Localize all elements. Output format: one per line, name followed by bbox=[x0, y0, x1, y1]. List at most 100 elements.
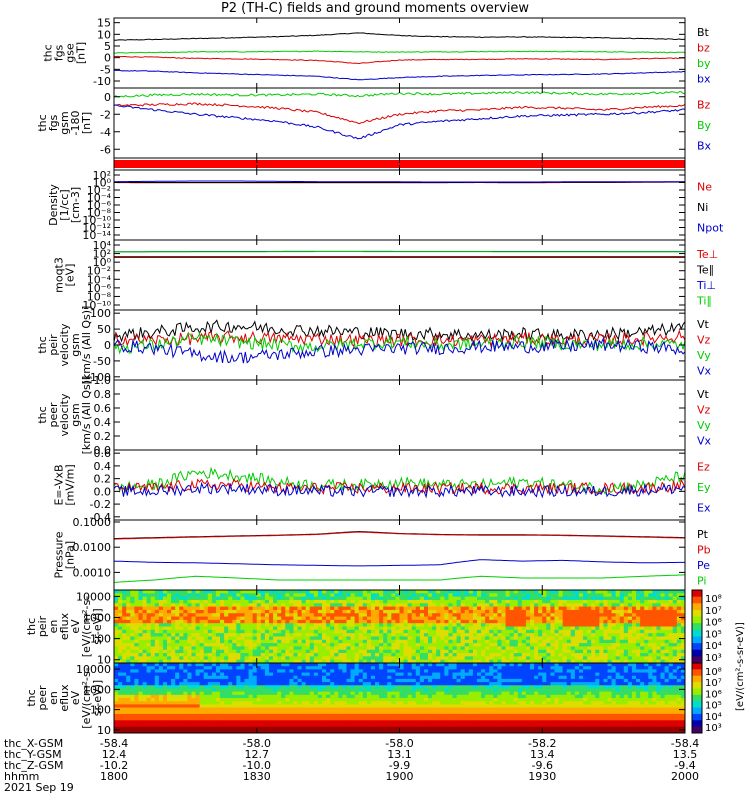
heatmap-cell bbox=[599, 626, 604, 631]
heatmap-cell bbox=[236, 669, 241, 674]
heatmap-cell bbox=[240, 726, 246, 731]
heatmap-cell bbox=[423, 623, 429, 627]
heatmap-cell bbox=[175, 656, 180, 661]
heatmap-cell bbox=[370, 701, 376, 705]
heatmap-cell bbox=[317, 626, 323, 631]
heatmap-cell bbox=[481, 623, 486, 627]
heatmap-cell bbox=[322, 649, 327, 654]
heatmap-cell bbox=[285, 599, 290, 604]
heatmap-cell bbox=[338, 613, 343, 618]
heatmap-cell bbox=[313, 717, 319, 721]
heatmap-cell bbox=[391, 636, 396, 641]
y-tick-label: 0.4 bbox=[94, 416, 112, 429]
heatmap-cell bbox=[171, 603, 176, 608]
heatmap-cell bbox=[175, 623, 180, 627]
heatmap-cell bbox=[525, 653, 531, 657]
heatmap-cell bbox=[322, 626, 327, 631]
heatmap-cell bbox=[297, 678, 303, 683]
heatmap-cell bbox=[171, 639, 176, 644]
heatmap-cell bbox=[591, 590, 596, 594]
heatmap-cell bbox=[489, 593, 494, 598]
heatmap-cell bbox=[615, 643, 621, 647]
y-axis-label-line: fgs bbox=[47, 114, 60, 131]
heatmap-cell bbox=[334, 704, 339, 709]
heatmap-cell bbox=[387, 626, 392, 631]
heatmap-cell bbox=[118, 626, 123, 631]
heatmap-cell bbox=[232, 643, 237, 647]
heatmap-cell bbox=[366, 593, 372, 598]
heatmap-cell bbox=[289, 682, 294, 686]
heatmap-cell bbox=[501, 633, 507, 637]
heatmap-cell bbox=[574, 653, 580, 657]
heatmap-cell bbox=[680, 659, 686, 664]
heatmap-cell bbox=[118, 639, 123, 644]
heatmap-cell bbox=[342, 606, 347, 611]
heatmap-cell bbox=[203, 659, 209, 664]
heatmap-cell bbox=[236, 710, 241, 715]
heatmap-cell bbox=[546, 639, 551, 644]
heatmap-cell bbox=[162, 698, 168, 702]
heatmap-cell bbox=[509, 613, 515, 618]
heatmap-cell bbox=[252, 675, 258, 680]
heatmap-cell bbox=[220, 713, 225, 718]
heatmap-cell bbox=[118, 656, 123, 661]
heatmap-cell bbox=[126, 666, 131, 670]
heatmap-cell bbox=[578, 659, 584, 664]
y-tick-label: 10⁻⁸ bbox=[87, 207, 112, 220]
heatmap-cell bbox=[264, 713, 270, 718]
heatmap-cell bbox=[640, 649, 645, 654]
heatmap-cell bbox=[440, 623, 445, 627]
heatmap-cell bbox=[187, 672, 192, 677]
heatmap-cell bbox=[158, 707, 164, 712]
heatmap-cell bbox=[167, 678, 172, 683]
heatmap-cell bbox=[652, 646, 657, 651]
heatmap-cell bbox=[203, 613, 209, 618]
heatmap-cell bbox=[118, 609, 123, 614]
heatmap-cell bbox=[448, 649, 454, 654]
heatmap-cell bbox=[391, 629, 396, 634]
heatmap-cell bbox=[562, 633, 568, 637]
heatmap-cell bbox=[171, 619, 176, 624]
heatmap-cell bbox=[534, 623, 539, 627]
heatmap-cell bbox=[301, 603, 307, 608]
heatmap-cell bbox=[215, 691, 221, 696]
heatmap-cell bbox=[114, 623, 119, 627]
heatmap-cell bbox=[497, 593, 502, 598]
heatmap-cell bbox=[623, 653, 629, 657]
heatmap-cell bbox=[277, 723, 282, 728]
heatmap-cell bbox=[403, 590, 409, 594]
heatmap-cell bbox=[464, 629, 470, 634]
heatmap-cell bbox=[126, 704, 131, 709]
heatmap-cell bbox=[530, 596, 535, 601]
heatmap-cell bbox=[260, 688, 266, 693]
heatmap-cell bbox=[162, 639, 168, 644]
heatmap-cell bbox=[676, 599, 682, 604]
heatmap-cell bbox=[293, 616, 299, 621]
heatmap-cell bbox=[521, 623, 527, 627]
heatmap-cell bbox=[399, 619, 405, 624]
heatmap-cell bbox=[338, 704, 343, 709]
heatmap-cell bbox=[199, 685, 205, 689]
heatmap-cell bbox=[444, 636, 449, 641]
heatmap-cell bbox=[436, 653, 441, 657]
heatmap-cell bbox=[521, 593, 527, 598]
heatmap-cell bbox=[289, 666, 294, 670]
heatmap-cell bbox=[252, 646, 258, 651]
heatmap-cell bbox=[224, 653, 229, 657]
heatmap-cell bbox=[118, 720, 123, 724]
heatmap-cell bbox=[570, 629, 576, 634]
heatmap-cell bbox=[342, 633, 347, 637]
heatmap-cell bbox=[191, 704, 197, 709]
heatmap-cell bbox=[313, 688, 319, 693]
heatmap-cell bbox=[672, 593, 678, 598]
heatmap-cell bbox=[419, 599, 425, 604]
heatmap-cell bbox=[366, 613, 372, 618]
heatmap-cell bbox=[122, 682, 127, 686]
heatmap-cell bbox=[207, 713, 213, 718]
heatmap-cell bbox=[264, 596, 270, 601]
heatmap-cell bbox=[595, 659, 600, 664]
heatmap-cell bbox=[489, 646, 494, 651]
heatmap-cell bbox=[293, 659, 299, 664]
heatmap-cell bbox=[285, 590, 290, 594]
heatmap-cell bbox=[130, 639, 135, 644]
